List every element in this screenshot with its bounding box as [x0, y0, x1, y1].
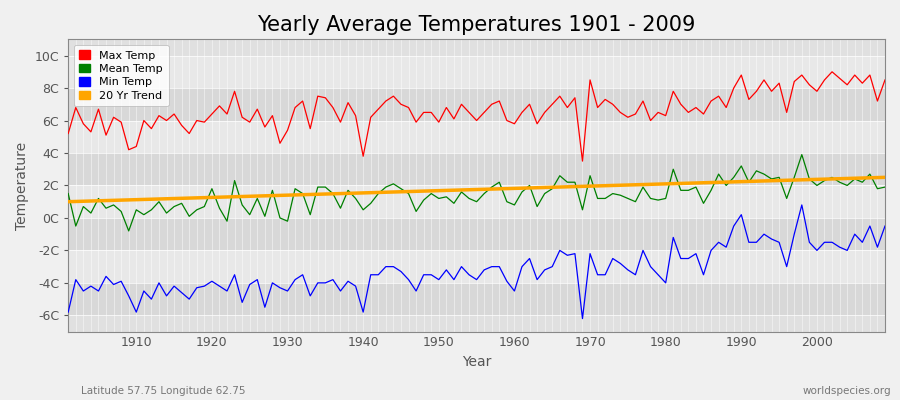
Bar: [68, 186, 885, 218]
Bar: [68, 56, 885, 88]
Bar: [68, 120, 885, 153]
Bar: [68, 283, 885, 315]
Y-axis label: Temperature: Temperature: [15, 141, 29, 230]
Bar: [68, 153, 885, 186]
Text: Latitude 57.75 Longitude 62.75: Latitude 57.75 Longitude 62.75: [81, 386, 246, 396]
X-axis label: Year: Year: [462, 355, 491, 369]
Title: Yearly Average Temperatures 1901 - 2009: Yearly Average Temperatures 1901 - 2009: [257, 15, 696, 35]
Bar: [68, 218, 885, 250]
Legend: Max Temp, Mean Temp, Min Temp, 20 Yr Trend: Max Temp, Mean Temp, Min Temp, 20 Yr Tre…: [74, 45, 168, 106]
Text: worldspecies.org: worldspecies.org: [803, 386, 891, 396]
Bar: [68, 250, 885, 283]
Bar: [68, 88, 885, 120]
